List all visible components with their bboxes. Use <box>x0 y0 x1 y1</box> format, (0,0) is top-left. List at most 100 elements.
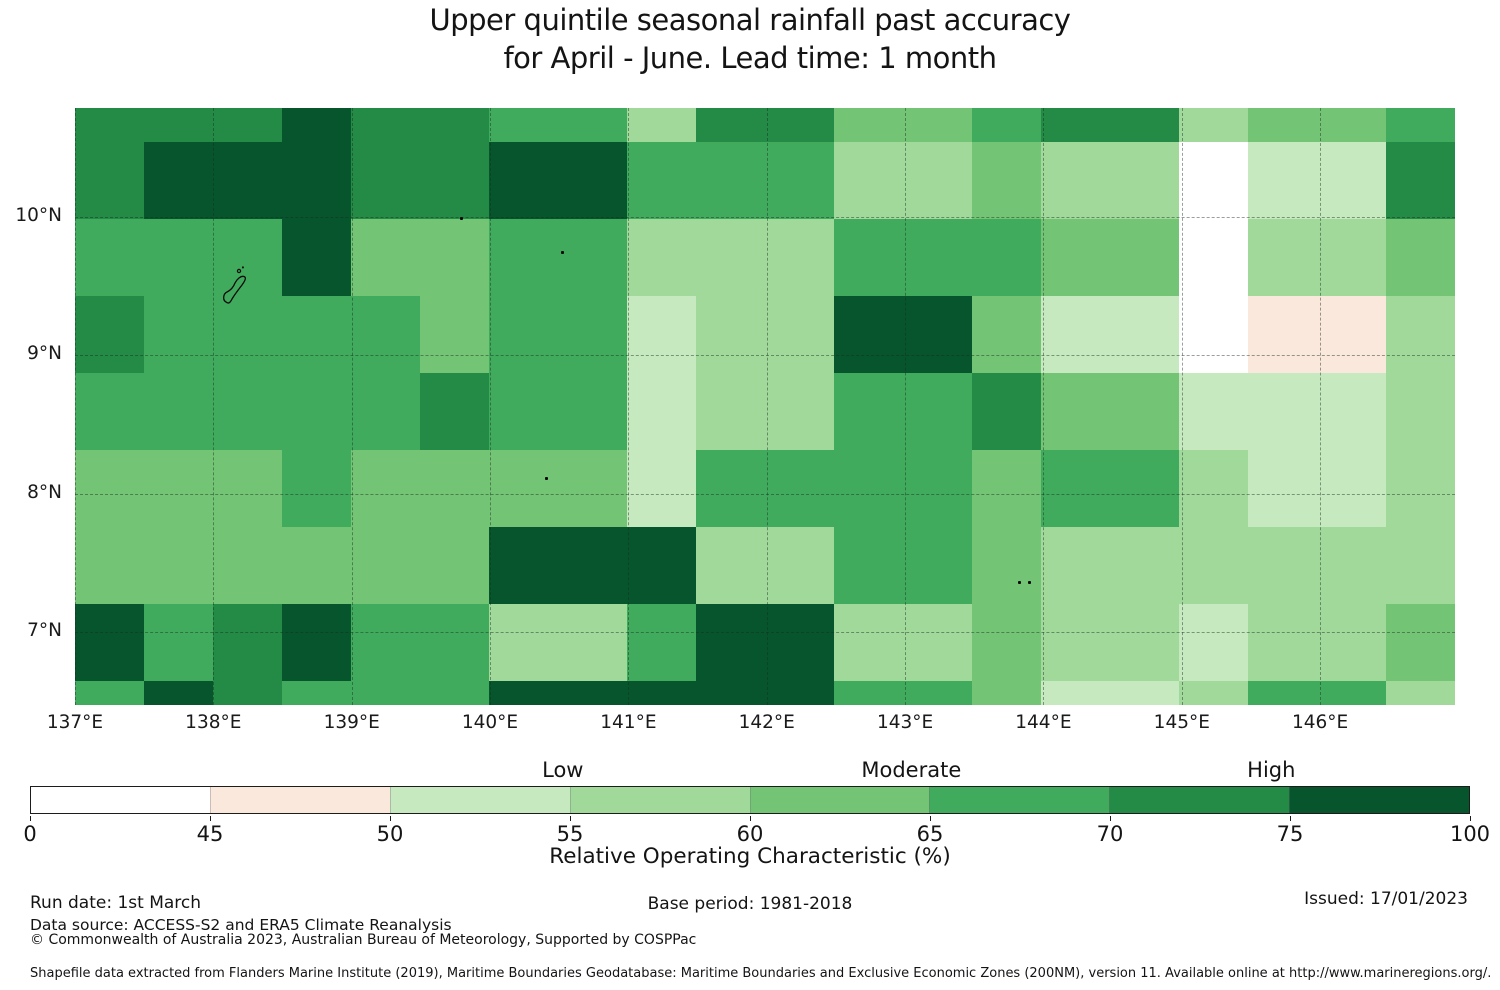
map-canvas <box>75 108 1455 705</box>
map-cell <box>144 527 213 604</box>
map-cell <box>1317 527 1386 604</box>
map-cell <box>282 142 351 219</box>
colorbar-tick-label: 100 <box>1449 822 1491 846</box>
map-plot-area <box>75 108 1455 705</box>
map-cell <box>1386 450 1455 527</box>
map-cell <box>351 681 420 705</box>
colorbar-tick-mark <box>390 816 391 821</box>
map-cell <box>627 681 696 705</box>
map-cell <box>1317 108 1386 142</box>
map-cell <box>1110 108 1179 142</box>
map-cell <box>420 604 489 681</box>
colorbar-tick-label: 45 <box>196 822 224 846</box>
map-cell <box>627 527 696 604</box>
map-cell <box>1386 219 1455 296</box>
x-axis-tick-label: 146°E <box>1291 712 1349 733</box>
map-cell <box>282 681 351 705</box>
map-cell <box>696 142 765 219</box>
map-cell <box>696 450 765 527</box>
colorbar-tick-label: 75 <box>1276 822 1304 846</box>
map-cell <box>144 219 213 296</box>
map-cell <box>213 373 282 450</box>
map-cell <box>75 108 144 142</box>
y-axis-tick-label: 10°N <box>15 205 62 227</box>
map-cell <box>972 219 1041 296</box>
map-cell <box>1317 296 1386 373</box>
map-cell <box>75 219 144 296</box>
map-cell <box>489 142 558 219</box>
map-cell <box>1317 142 1386 219</box>
x-axis-tick-label: 141°E <box>600 712 657 733</box>
map-cell <box>903 527 972 604</box>
map-cell <box>420 681 489 705</box>
map-cell <box>627 604 696 681</box>
map-cell <box>903 296 972 373</box>
map-cell <box>1179 108 1248 142</box>
map-cell <box>1317 604 1386 681</box>
map-cell <box>144 450 213 527</box>
map-cell <box>213 219 282 296</box>
map-cell <box>213 296 282 373</box>
map-cell <box>351 142 420 219</box>
colorbar-tick-label: 0 <box>23 822 37 846</box>
colorbar-tick-mark <box>1290 816 1291 821</box>
map-cell <box>489 604 558 681</box>
map-cell <box>627 373 696 450</box>
map-cell <box>1110 681 1179 705</box>
map-cell <box>213 142 282 219</box>
map-cell <box>282 373 351 450</box>
map-cell <box>489 373 558 450</box>
data-source-text: Data source: ACCESS-S2 and ERA5 Climate … <box>30 916 452 934</box>
colorbar-region-label: Moderate <box>861 758 962 782</box>
map-cell <box>558 604 627 681</box>
map-cell <box>765 142 834 219</box>
map-cell <box>351 219 420 296</box>
map-cell <box>489 450 558 527</box>
map-cell <box>1317 450 1386 527</box>
map-cell <box>75 604 144 681</box>
map-cell <box>420 527 489 604</box>
map-cell <box>1041 296 1110 373</box>
map-cell <box>1248 450 1317 527</box>
map-cell <box>489 219 558 296</box>
map-cell <box>351 450 420 527</box>
map-cell <box>972 296 1041 373</box>
colorbar-segment <box>569 787 750 813</box>
map-cell <box>282 450 351 527</box>
map-cell <box>1110 296 1179 373</box>
map-cell <box>1110 527 1179 604</box>
colorbar-segment <box>209 787 390 813</box>
colorbar-tick-label: 55 <box>556 822 584 846</box>
map-cell <box>627 219 696 296</box>
map-cell <box>972 527 1041 604</box>
map-cell <box>351 527 420 604</box>
map-cell <box>489 296 558 373</box>
map-cell <box>972 108 1041 142</box>
colorbar-region-label: High <box>1247 758 1296 782</box>
colorbar-tick-label: 65 <box>916 822 944 846</box>
colorbar-tick-mark <box>1110 816 1111 821</box>
map-cell <box>144 296 213 373</box>
map-cell <box>1041 681 1110 705</box>
colorbar-tick-label: 50 <box>376 822 404 846</box>
map-cell <box>1179 142 1248 219</box>
map-cell <box>75 681 144 705</box>
map-cell <box>1041 219 1110 296</box>
x-axis-tick-label: 144°E <box>1015 712 1072 733</box>
map-cell <box>903 142 972 219</box>
map-cell <box>420 219 489 296</box>
map-cell <box>1386 108 1455 142</box>
issued-date-text: Issued: 17/01/2023 <box>1304 889 1468 909</box>
map-cell <box>972 681 1041 705</box>
map-cell <box>75 296 144 373</box>
y-axis-tick-label: 9°N <box>27 343 62 365</box>
map-cell <box>834 450 903 527</box>
map-cell <box>1317 373 1386 450</box>
map-cell <box>282 527 351 604</box>
map-cell <box>696 108 765 142</box>
colorbar-segment <box>389 787 570 813</box>
map-cell <box>1110 219 1179 296</box>
map-cell <box>1041 604 1110 681</box>
map-cell <box>1179 681 1248 705</box>
colorbar-segment <box>31 787 210 813</box>
